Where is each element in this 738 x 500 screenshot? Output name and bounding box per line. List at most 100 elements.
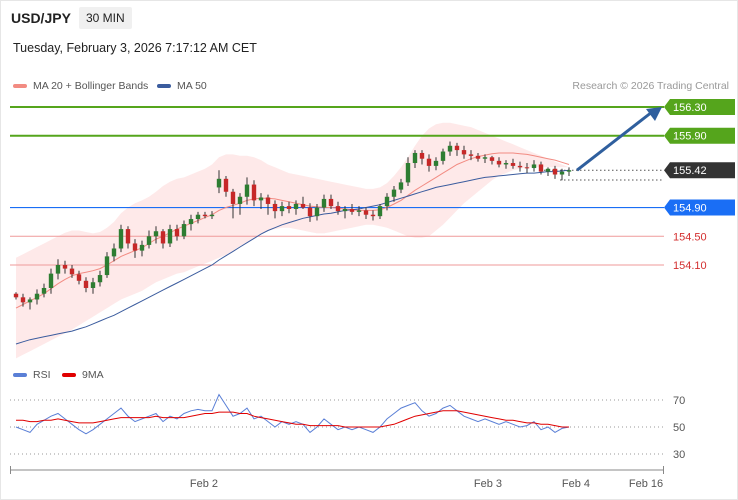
candle-body-62 [447, 145, 453, 152]
last-price-tag [664, 162, 735, 179]
ma50-swatch [157, 84, 171, 89]
x-tick-0: Feb 2 [190, 478, 218, 490]
candle-body-42 [307, 207, 313, 217]
candle-body-28 [209, 214, 215, 217]
projection-line [576, 110, 653, 172]
candle-body-58 [419, 152, 425, 159]
level-tag-3 [664, 199, 735, 216]
level-tag-0 [664, 99, 735, 115]
ma20-swatch [13, 84, 27, 89]
rsi-tick-0: 70 [673, 395, 685, 407]
candle-body-36 [265, 197, 271, 204]
candle-body-72 [517, 165, 523, 168]
x-tick-2: Feb 4 [562, 478, 590, 490]
candle-body-8 [69, 268, 75, 275]
candle-body-31 [230, 191, 236, 204]
candle-body-47 [342, 208, 348, 212]
candle-body-56 [405, 163, 411, 183]
candle-body-54 [391, 189, 397, 197]
datetime-label: Tuesday, February 3, 2026 7:17:12 AM CET [13, 41, 257, 55]
candle-body-27 [202, 214, 208, 217]
candle-body-35 [258, 197, 264, 201]
candle-body-45 [328, 198, 334, 207]
candle-body-23 [174, 229, 180, 237]
candle-body-46 [335, 206, 341, 212]
candle-body-32 [237, 196, 243, 204]
timeframe-button[interactable]: 30 MIN [79, 7, 132, 29]
support-value-5: 154.10 [673, 260, 707, 272]
legend-ma50: MA 50 [157, 80, 207, 92]
legend-rsi-ma: 9MA [62, 369, 104, 381]
candle-body-20 [153, 231, 159, 237]
candle-body-73 [524, 167, 530, 169]
candle-body-75 [538, 164, 544, 172]
candle-body-67 [482, 157, 488, 159]
symbol-title: USD/JPY [11, 10, 71, 26]
candle-body-18 [139, 244, 145, 251]
candle-body-38 [279, 206, 285, 212]
candle-body-52 [377, 206, 383, 217]
rsi-tick-1: 50 [673, 422, 685, 434]
candle-body-33 [244, 184, 250, 197]
level-tag-1 [664, 127, 735, 144]
legend-ma20: MA 20 + Bollinger Bands [13, 80, 148, 92]
level-value-1: 155.90 [673, 131, 707, 143]
candle-body-55 [398, 182, 404, 190]
ma50-line [15, 169, 570, 345]
candle-body-1 [20, 297, 26, 303]
candle-body-50 [363, 210, 369, 215]
bollinger-bands [16, 122, 569, 359]
last-price-value: 155.42 [673, 165, 707, 177]
candle-body-53 [384, 196, 390, 207]
candle-body-30 [223, 178, 229, 192]
candle-body-5 [48, 273, 54, 288]
candle-body-12 [97, 275, 103, 283]
candle-body-60 [433, 160, 439, 166]
candle-body-6 [55, 265, 61, 274]
candle-body-63 [454, 145, 460, 151]
x-tick-1: Feb 3 [474, 478, 502, 490]
candle-body-40 [293, 203, 299, 209]
candle-body-10 [83, 280, 89, 288]
candle-body-51 [370, 214, 376, 217]
candle-body-78 [559, 171, 565, 175]
candle-body-48 [349, 208, 355, 212]
candle-body-25 [188, 219, 194, 225]
candle-body-14 [111, 248, 117, 257]
rsi-label: RSI [33, 369, 51, 381]
candle-body-76 [545, 168, 551, 172]
candle-body-77 [552, 168, 558, 175]
candle-body-2 [27, 299, 33, 303]
level-tags: 156.30 155.90 155.42 154.90 154.50 154.10 [664, 99, 735, 272]
credit-text: Research © 2026 Trading Central [572, 80, 729, 92]
candle-body-26 [195, 214, 201, 220]
candle-body-16 [125, 229, 131, 244]
ma20-label: MA 20 + Bollinger Bands [33, 80, 149, 92]
candle-body-9 [76, 274, 82, 281]
candlesticks [13, 141, 572, 310]
candle-body-29 [216, 178, 222, 188]
rsi-panel: 70 50 30 [10, 393, 685, 461]
candle-body-70 [503, 163, 509, 165]
candle-body-34 [251, 184, 257, 201]
x-axis: Feb 2 Feb 3 Feb 4 Feb 16 [10, 466, 664, 490]
rsi-ma-swatch [62, 373, 76, 378]
candle-body-24 [181, 224, 187, 237]
candle-body-64 [461, 150, 467, 155]
level-value-3: 154.90 [673, 203, 707, 215]
projection-arrow [576, 107, 662, 172]
candle-body-44 [321, 198, 327, 208]
chart-header: USD/JPY 30 MIN [0, 0, 738, 34]
candle-body-22 [167, 229, 173, 244]
candle-body-74 [531, 164, 537, 169]
candle-body-13 [104, 256, 110, 276]
candle-body-59 [426, 158, 432, 166]
candle-body-79 [566, 170, 572, 172]
candle-body-21 [160, 231, 166, 244]
candle-body-66 [475, 155, 481, 159]
rsi-tick-2: 30 [673, 449, 685, 461]
candle-body-37 [272, 203, 278, 212]
candle-body-69 [496, 160, 502, 165]
candle-body-17 [132, 243, 138, 251]
